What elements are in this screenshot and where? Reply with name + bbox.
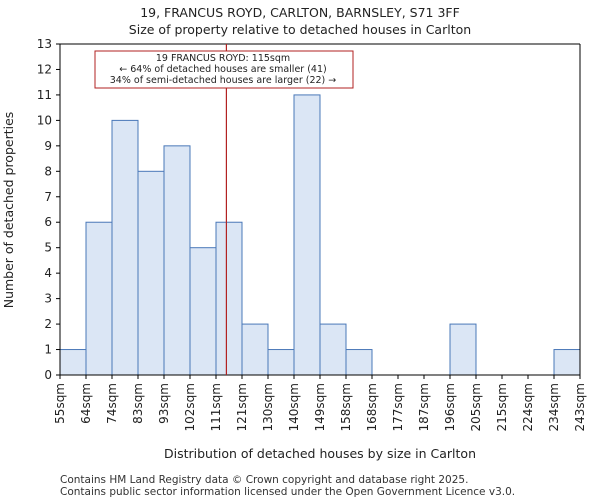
bar-64sqm [85,221,113,376]
x-tick-label: 224sqm [521,383,535,431]
x-tick-label: 93sqm [157,383,171,424]
y-tick-label: 1 [44,343,52,357]
y-tick-label: 9 [44,139,52,153]
x-tick-label: 149sqm [313,383,327,431]
bar-149sqm [319,323,347,376]
x-tick-label: 102sqm [183,383,197,431]
x-tick-label: 140sqm [287,383,301,431]
annotation-frame [94,50,354,89]
annotation-line-2: ← 64% of detached houses are smaller (41… [119,64,326,75]
y-tick-label: 3 [44,292,52,306]
bar-234sqm [553,349,581,376]
bar-83sqm [137,170,165,376]
x-tick-label: 74sqm [105,383,119,424]
bar-111sqm [215,221,243,376]
footer-line-1: Contains HM Land Registry data © Crown c… [60,474,468,486]
chart-subtitle: Size of property relative to detached ho… [129,22,471,37]
y-tick-label: 12 [37,62,52,76]
x-axis-label: Distribution of detached houses by size … [164,446,476,461]
y-tick-label: 10 [37,113,52,127]
y-tick-label: 8 [44,164,52,178]
bar-121sqm [241,323,269,376]
x-tick-label: 196sqm [443,383,457,431]
y-tick-label: 5 [44,241,52,255]
x-tick-label: 55sqm [53,383,67,424]
annotation-box: 19 FRANCUS ROYD: 115sqm ← 64% of detache… [94,50,354,89]
bars-group [59,94,581,376]
bar-196sqm [449,323,477,376]
x-tick-label: 234sqm [547,383,561,431]
x-tick-label: 205sqm [469,383,483,431]
x-tick-label: 168sqm [365,383,379,431]
x-tick-label: 83sqm [131,383,145,424]
x-tick-label: 130sqm [261,383,275,431]
y-tick-label: 7 [44,190,52,204]
bar-74sqm [111,119,139,376]
x-tick-label: 111sqm [209,383,223,431]
y-tick-label: 0 [44,368,52,382]
x-tick-label: 215sqm [495,383,509,431]
bar-102sqm [189,247,217,376]
y-tick-label: 2 [44,317,52,331]
y-tick-label: 13 [37,37,52,51]
bar-93sqm [163,145,191,376]
chart-title: 19, FRANCUS ROYD, CARLTON, BARNSLEY, S71… [140,5,460,20]
y-tick-label: 11 [37,88,52,102]
bar-55sqm [59,349,87,376]
x-tick-label: 121sqm [235,383,249,431]
y-tick-label: 6 [44,215,52,229]
y-tick-label: 4 [44,266,52,280]
bar-140sqm [293,94,321,376]
annotation-line-3: 34% of semi-detached houses are larger (… [110,75,337,86]
x-tick-label: 64sqm [79,383,93,424]
x-tick-label: 177sqm [391,383,405,431]
x-tick-label: 243sqm [573,383,587,431]
y-axis-label: Number of detached properties [1,112,16,309]
annotation-line-1: 19 FRANCUS ROYD: 115sqm [156,53,290,64]
bar-158sqm [345,349,373,376]
footer-line-2: Contains public sector information licen… [60,486,515,498]
x-tick-label: 158sqm [339,383,353,431]
x-tick-label: 187sqm [417,383,431,431]
x-ticks: 55sqm 64sqm 74sqm 83sqm 93sqm 102sqm 111sqm 121… [53,375,587,431]
bar-130sqm [267,349,295,376]
